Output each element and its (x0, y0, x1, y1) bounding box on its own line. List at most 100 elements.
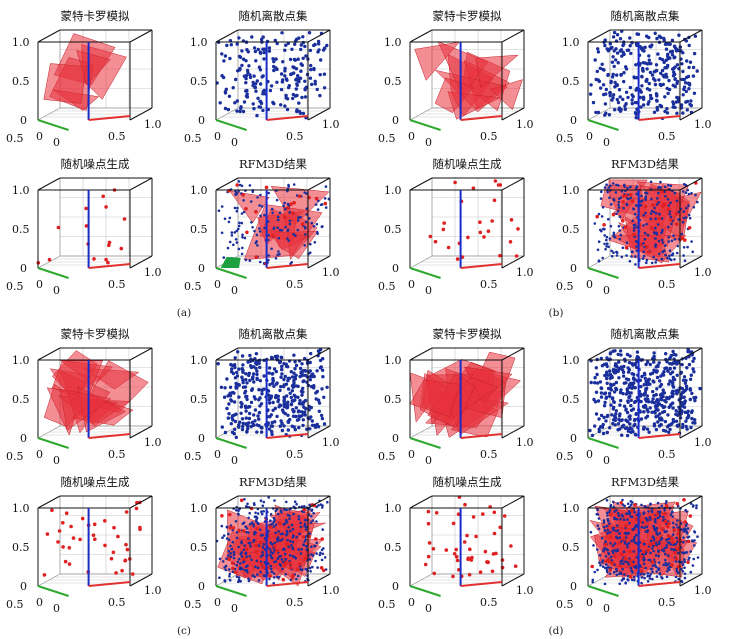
noise-point (302, 507, 306, 512)
discrete-point (280, 372, 284, 376)
discrete-point (304, 369, 308, 373)
discrete-point (615, 573, 619, 577)
noise-point (57, 529, 62, 533)
discrete-point (272, 68, 276, 73)
discrete-point (618, 95, 622, 99)
discrete-point (232, 432, 236, 436)
discrete-point (659, 83, 663, 88)
discrete-point (310, 373, 314, 377)
discrete-point (225, 557, 228, 560)
discrete-point (615, 569, 618, 573)
discrete-point (675, 523, 678, 526)
discrete-point (680, 362, 684, 367)
discrete-point (262, 387, 266, 391)
panel-content (216, 347, 329, 440)
tick-y_origin: 0 (231, 284, 238, 297)
discrete-point (688, 556, 691, 560)
discrete-point (275, 507, 279, 511)
discrete-point (242, 210, 246, 214)
discrete-point (672, 352, 676, 357)
discrete-point (658, 56, 662, 61)
panel-title: 随机噪点生成 (433, 475, 502, 489)
discrete-point (664, 352, 668, 356)
x-axis-line (587, 585, 619, 597)
discrete-point (254, 89, 258, 93)
noise-point (491, 552, 496, 556)
discrete-point (673, 191, 677, 195)
discrete-point (639, 565, 642, 568)
discrete-point (274, 531, 277, 535)
discrete-point (687, 213, 691, 217)
discrete-point (321, 48, 326, 52)
discrete-point (596, 110, 601, 115)
noise-point (272, 544, 277, 548)
discrete-point (680, 409, 684, 413)
discrete-point (610, 397, 615, 401)
discrete-point (245, 394, 249, 399)
discrete-point (247, 516, 250, 520)
tick-labels: 1.00.500.5 0 0 0.51.0 (378, 184, 534, 297)
discrete-point (654, 245, 657, 248)
discrete-point (235, 536, 239, 540)
y-axis-line (88, 433, 131, 439)
cube-front-edges (37, 29, 153, 131)
discrete-point (272, 581, 275, 585)
tick-x_left: 0.5 (184, 280, 202, 293)
discrete-point (633, 510, 636, 514)
discrete-point (644, 566, 647, 570)
discrete-point (271, 400, 275, 405)
noise-point (92, 522, 97, 527)
noise-point (101, 194, 105, 199)
discrete-point (278, 424, 282, 428)
discrete-point (616, 209, 620, 213)
discrete-point (626, 400, 630, 404)
discrete-point (657, 361, 661, 365)
discrete-point (633, 399, 638, 404)
fracture-polygon (229, 190, 270, 224)
tick-x_origin: 0 (214, 130, 221, 143)
discrete-point (670, 239, 674, 243)
discrete-point (319, 551, 322, 555)
discrete-point (680, 568, 683, 571)
discrete-point (648, 406, 652, 410)
tick-x_left: 0.5 (556, 598, 574, 611)
discrete-point (639, 90, 643, 94)
discrete-point (612, 390, 617, 394)
discrete-point (294, 67, 299, 71)
discrete-point (320, 416, 325, 421)
discrete-point (258, 230, 262, 233)
noise-point (670, 536, 674, 540)
panel-title: 随机噪点生成 (61, 157, 130, 171)
discrete-point (626, 378, 631, 382)
discrete-point (605, 370, 609, 374)
discrete-point (645, 414, 650, 418)
discrete-point (660, 576, 663, 579)
discrete-point (621, 374, 626, 378)
discrete-point (250, 420, 255, 425)
tick-z_top: 1.0 (190, 36, 208, 49)
discrete-point (280, 421, 284, 426)
discrete-point (277, 575, 281, 579)
discrete-point (651, 577, 654, 581)
fracture-polygon (243, 204, 323, 261)
discrete-point (276, 253, 279, 257)
noise-point (446, 245, 451, 250)
discrete-point (303, 518, 307, 522)
noise-point (254, 549, 258, 554)
discrete-point (620, 255, 624, 259)
noise-point (320, 537, 324, 541)
discrete-point (606, 413, 610, 418)
noise-point (671, 540, 675, 544)
discrete-point (634, 263, 637, 266)
discrete-point (228, 240, 232, 244)
noise-point (634, 517, 639, 521)
discrete-point (669, 513, 673, 516)
tick-labels: 1.00.500.5 0 0 0.51.0 (6, 184, 162, 297)
noise-point (47, 257, 52, 262)
discrete-point (594, 412, 599, 416)
discrete-point (292, 512, 295, 516)
discrete-point (599, 86, 603, 90)
